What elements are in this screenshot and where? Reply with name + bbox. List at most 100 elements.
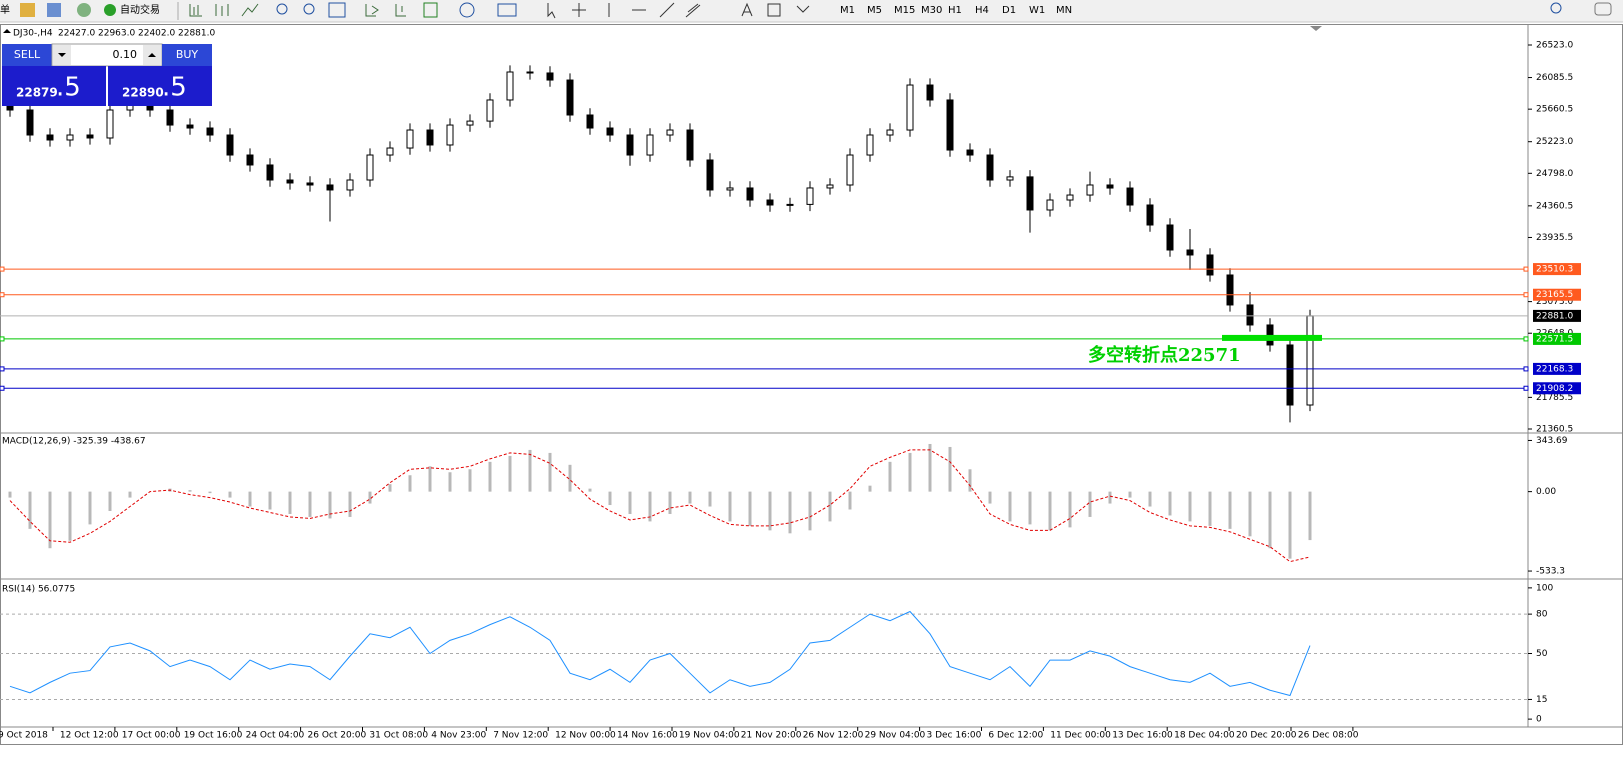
macd-bar <box>288 491 292 514</box>
sell-label[interactable]: SELL <box>14 48 41 61</box>
y-tick-label: 343.69 <box>1536 436 1568 446</box>
macd-bar <box>1228 491 1232 529</box>
candle-body <box>786 203 794 206</box>
y-tick-label: 21360.5 <box>1536 424 1573 434</box>
y-tick-label: -533.3 <box>1536 567 1565 577</box>
timeframe[interactable]: H4 <box>975 5 989 16</box>
icon[interactable] <box>215 4 229 16</box>
chat-icon[interactable] <box>1594 2 1612 16</box>
candle-body <box>286 179 294 184</box>
candle-body <box>106 109 114 139</box>
timeframe[interactable]: H1 <box>948 5 962 16</box>
icon[interactable] <box>241 3 259 17</box>
icon[interactable] <box>104 4 116 16</box>
macd-bar <box>1268 491 1272 549</box>
icon[interactable] <box>20 3 35 17</box>
timeframe[interactable]: M1 <box>840 5 855 16</box>
candle-body <box>1146 204 1154 226</box>
annotation: 多空转折点22571 <box>1088 344 1241 366</box>
macd-bar <box>608 491 612 506</box>
tool-channel[interactable] <box>685 3 701 18</box>
bid-frac[interactable]: .5 <box>56 73 81 103</box>
icon[interactable] <box>276 3 288 15</box>
macd-bar <box>88 491 92 525</box>
ask-frac[interactable]: .5 <box>162 73 187 103</box>
buy-label[interactable]: BUY <box>176 48 199 61</box>
candle-body <box>746 187 754 201</box>
ohlc-value: 22963.0 <box>98 29 135 39</box>
x-tick-label: 18 Dec 04:00 <box>1174 731 1235 741</box>
candle-body <box>166 109 174 126</box>
timeframe[interactable]: W1 <box>1029 5 1045 16</box>
lot-value[interactable]: 0.10 <box>113 48 138 61</box>
icon[interactable] <box>423 2 438 18</box>
level-handle <box>0 366 5 372</box>
macd-bar <box>1148 491 1152 507</box>
ohlc-header: 22427.0 22963.0 22402.0 22881.0 <box>58 29 215 39</box>
tool-cursor[interactable] <box>547 3 556 19</box>
icon[interactable] <box>189 4 202 17</box>
candle-body <box>1286 344 1294 406</box>
icon[interactable] <box>459 2 475 18</box>
menu-fragment[interactable]: 单 <box>0 4 10 16</box>
candle-body <box>266 164 274 181</box>
search-icon[interactable] <box>1550 2 1562 14</box>
ask-main[interactable]: 22890 <box>122 86 164 100</box>
icon[interactable] <box>365 4 379 17</box>
bid-main[interactable]: 22879 <box>16 86 58 100</box>
macd-bar <box>928 443 932 492</box>
icon[interactable] <box>395 4 406 17</box>
tool-crosshair[interactable] <box>572 3 586 17</box>
plots: 26523.0 26085.5 25660.5 25223.0 24798.0 24360… <box>0 25 1623 741</box>
x-tick-label: 9 Oct 2018 <box>0 731 48 741</box>
icon[interactable] <box>497 3 517 17</box>
candle-body <box>606 127 614 136</box>
y-tick-label: 80 <box>1536 610 1548 620</box>
candle-body <box>686 129 694 161</box>
icon[interactable] <box>77 3 91 17</box>
candle-body <box>906 84 914 131</box>
bid-box[interactable] <box>2 66 106 106</box>
x-tick-label: 7 Nov 12:00 <box>493 731 548 741</box>
x-tick-label: 31 Oct 08:00 <box>369 731 428 741</box>
macd-bar <box>428 466 432 492</box>
macd-bar <box>48 491 52 549</box>
sell-button[interactable] <box>2 44 52 66</box>
tool-label[interactable] <box>767 3 781 17</box>
macd-bar <box>308 491 312 517</box>
candle-body <box>886 129 894 136</box>
autotrade[interactable]: 自动交易 <box>120 3 160 16</box>
x-tick-label: 26 Oct 20:00 <box>308 731 367 741</box>
x-tick-label: 4 Nov 23:00 <box>431 731 486 741</box>
level-label-box <box>1533 362 1581 375</box>
icon[interactable] <box>303 3 315 15</box>
macd-bar <box>1308 491 1312 541</box>
candle-body <box>726 187 734 191</box>
level-handle <box>0 336 5 342</box>
ask-box[interactable] <box>108 66 212 106</box>
x-tick-label: 17 Oct 00:00 <box>122 731 181 741</box>
icon[interactable] <box>328 2 346 18</box>
macd-bar <box>628 491 632 514</box>
timeframe[interactable]: D1 <box>1002 5 1016 16</box>
timeframe[interactable]: MN <box>1056 5 1072 16</box>
x-tick-label: 11 Dec 00:00 <box>1050 731 1111 741</box>
macd-signal <box>9 449 1311 563</box>
y-tick-label: 26085.5 <box>1536 73 1573 83</box>
lot-up-arrow <box>148 53 156 57</box>
timeframe[interactable]: M15 <box>894 5 915 16</box>
candle-body <box>546 72 554 81</box>
tool-text[interactable] <box>741 2 753 17</box>
buy-button[interactable] <box>162 44 212 66</box>
macd-bar <box>688 491 692 504</box>
candle-body <box>386 147 394 156</box>
timeframe[interactable]: M30 <box>921 5 942 16</box>
tool-trend[interactable] <box>659 2 675 18</box>
candle-body <box>346 179 354 191</box>
icon[interactable] <box>47 3 61 17</box>
macd-bar <box>788 491 792 534</box>
x-tick-label: 19 Oct 16:00 <box>184 731 243 741</box>
timeframe[interactable]: M5 <box>867 5 882 16</box>
tool-arrows[interactable] <box>796 5 810 13</box>
candle-body <box>446 124 454 146</box>
